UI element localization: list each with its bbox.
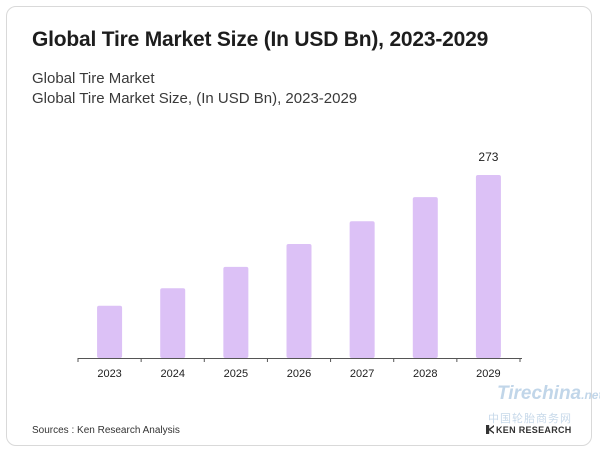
- x-tick-label-2025: 2025: [224, 368, 248, 380]
- watermark-chinese-text: 中国轮胎商务网: [488, 413, 572, 425]
- x-tick-label-2026: 2026: [287, 368, 311, 380]
- x-tick-label-2028: 2028: [413, 368, 437, 380]
- watermark-logo: Tirechina.net: [497, 383, 600, 405]
- chart-title: Global Tire Market Size (In USD Bn), 202…: [32, 28, 489, 51]
- bar-2029: [475, 175, 501, 358]
- bar-2026: [286, 244, 312, 358]
- bar-2027: [349, 221, 375, 358]
- bar-2023: [97, 305, 123, 358]
- x-tick-label-2029: 2029: [476, 368, 500, 380]
- ken-research-mark-icon: [486, 425, 494, 434]
- source-note: Sources : Ken Research Analysis: [32, 425, 180, 436]
- bar-2024: [160, 288, 186, 358]
- x-tick-label-2024: 2024: [160, 368, 184, 380]
- data-label-2029: 273: [478, 150, 498, 164]
- watermark-logo-text: Tirechina: [497, 383, 582, 404]
- brand-name: KEN RESEARCH: [496, 425, 572, 435]
- ken-research-logo: KEN RESEARCH: [486, 425, 572, 435]
- watermark-logo-suffix: .net: [581, 388, 600, 402]
- chart-subtitle-market: Global Tire Market: [32, 70, 155, 87]
- bar-2025: [223, 266, 249, 358]
- chart-subtitle-description: Global Tire Market Size, (In USD Bn), 20…: [32, 90, 358, 107]
- bar-2028: [412, 197, 438, 358]
- x-tick-label-2023: 2023: [97, 368, 121, 380]
- x-tick-label-2027: 2027: [350, 368, 374, 380]
